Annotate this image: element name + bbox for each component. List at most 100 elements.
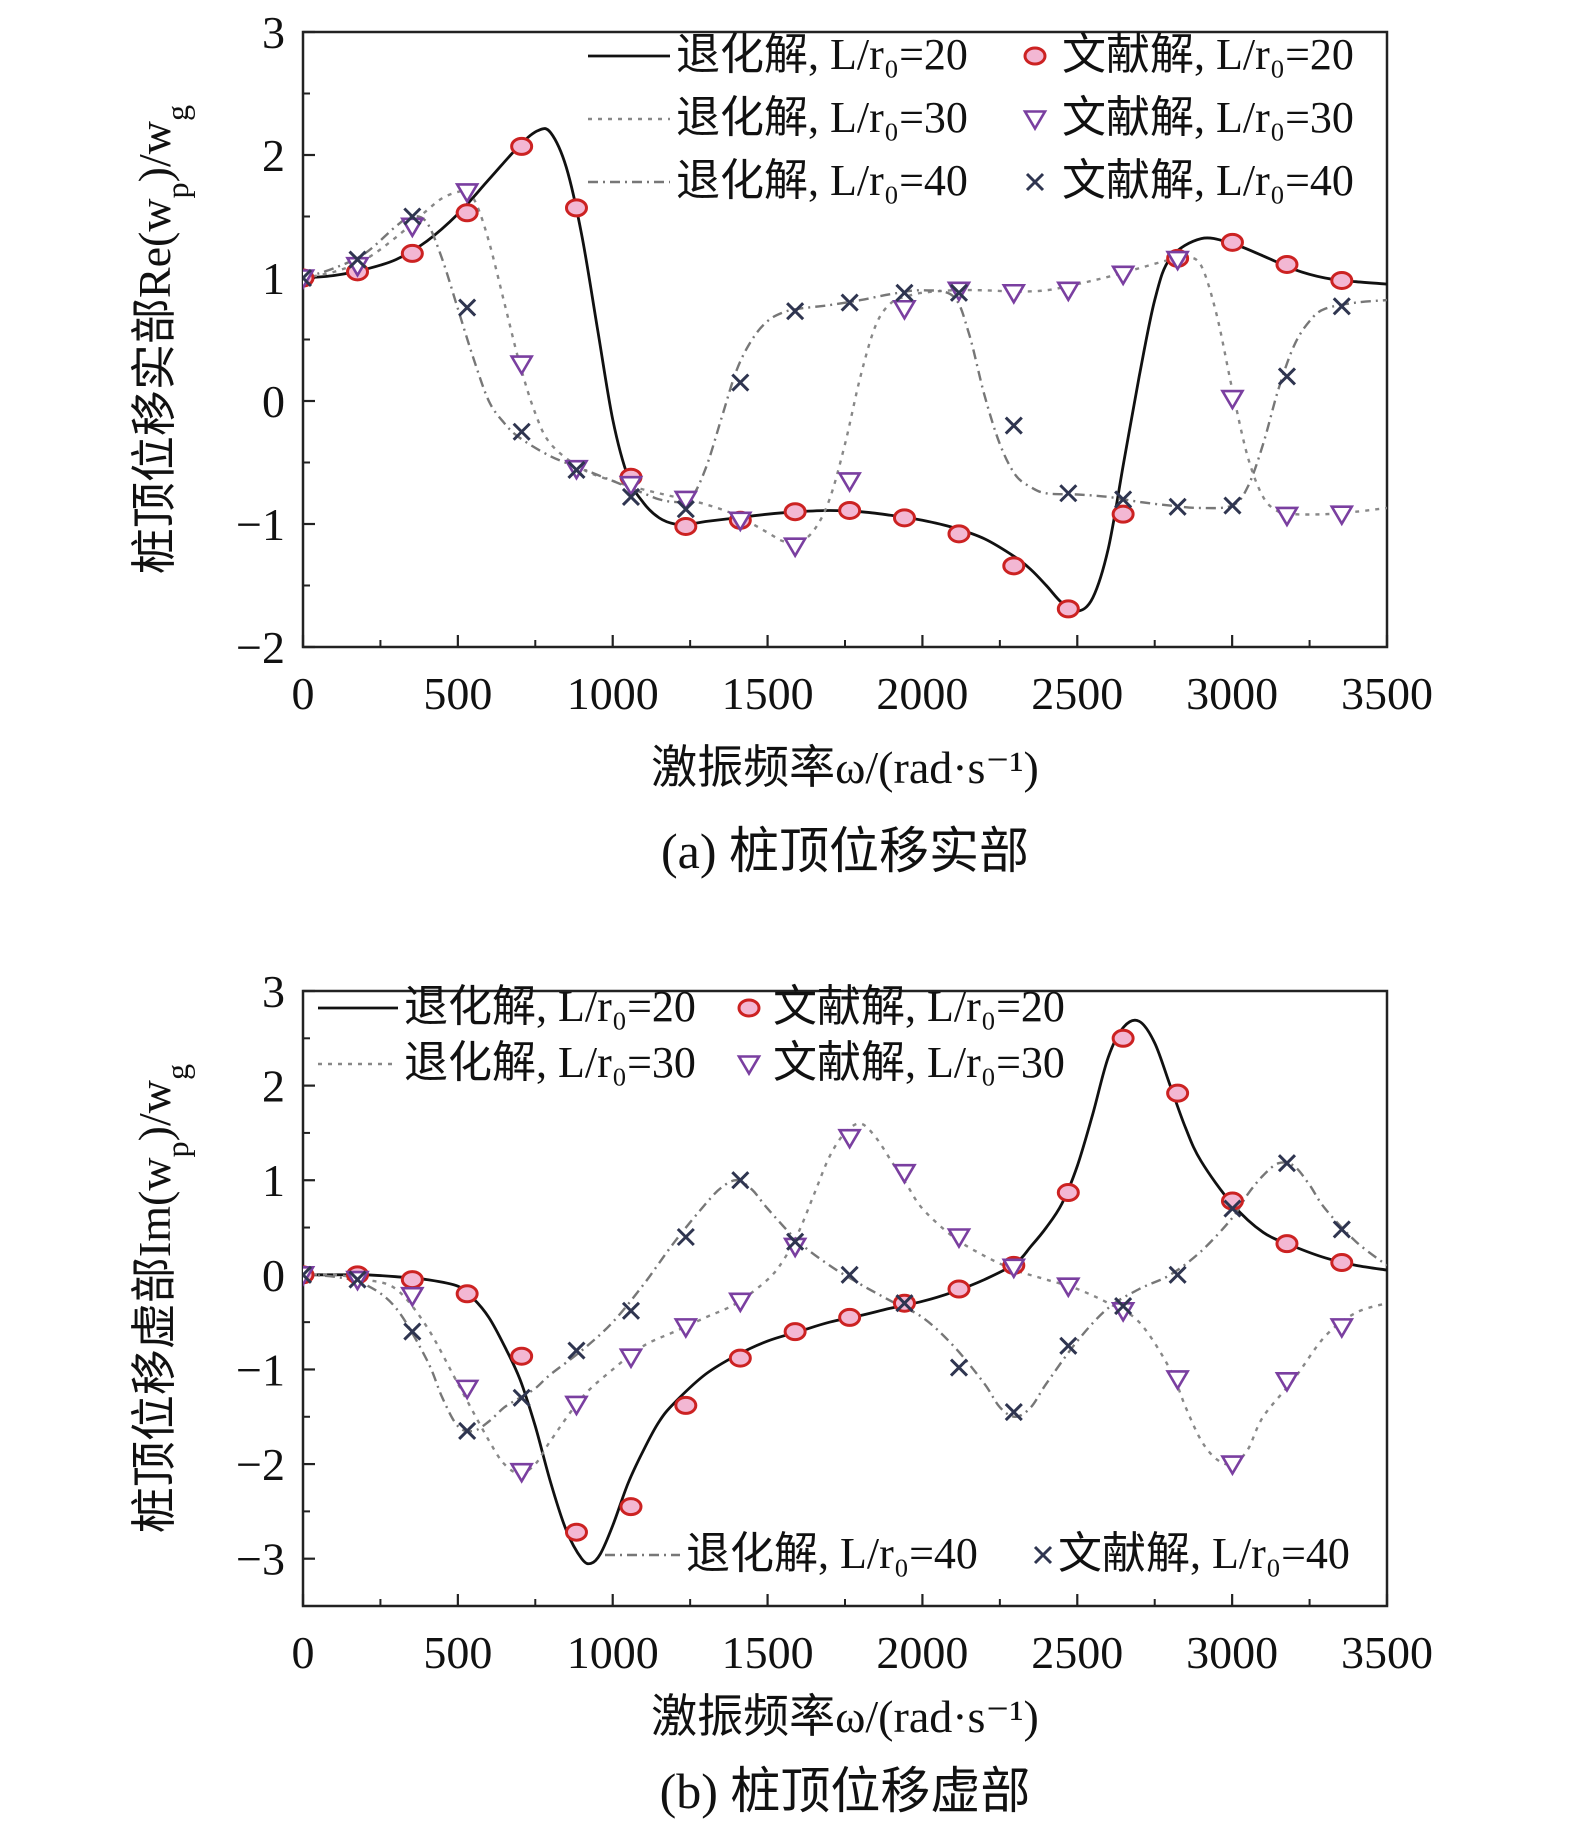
y-axis-title: 桩顶位移实部Re(wp)/wg — [129, 105, 195, 574]
data-point-marker-20 — [674, 516, 698, 536]
data-point-marker-40 — [303, 1265, 313, 1284]
data-point-marker-30 — [1329, 505, 1355, 527]
y-axis-title: 桩顶位移虚部Im(wp)/wg — [129, 1064, 195, 1533]
series-line-line-40 — [303, 215, 1387, 510]
data-point-marker-20 — [400, 1270, 424, 1290]
y-tick-label: −2 — [236, 1439, 285, 1490]
data-point-marker-30 — [618, 1348, 644, 1370]
legend-marker-marker-40 — [1025, 172, 1045, 192]
data-point-marker-30 — [1274, 1372, 1300, 1393]
chart-panel-b: 0 500 1000 1500 2000 2500 3000 3500 −3 −2 −1 0 1 2 3 桩顶… — [129, 966, 1433, 1819]
data-point-marker-40 — [676, 1227, 695, 1247]
data-point-marker-20 — [564, 198, 588, 218]
y-tick-label: −2 — [236, 622, 285, 673]
legend-label: 退化解, L/r₀=20 — [404, 982, 696, 1031]
legend-label: 文献解, L/r₀=30 — [773, 1038, 1065, 1087]
x-tick-label: 2500 — [1031, 668, 1123, 719]
data-point-marker-20 — [564, 1522, 588, 1542]
data-point-marker-20 — [838, 500, 862, 520]
data-point-marker-20 — [1220, 232, 1244, 252]
data-point-marker-40 — [1223, 1199, 1242, 1218]
data-point-marker-20 — [728, 1348, 752, 1368]
data-point-marker-30 — [1001, 1258, 1027, 1280]
data-point-marker-40 — [1168, 497, 1187, 516]
data-point-marker-20 — [1330, 1253, 1354, 1273]
x-tick-label: 2500 — [1031, 1627, 1123, 1678]
x-tick-label: 500 — [423, 1627, 492, 1678]
data-point-marker-20 — [1166, 1083, 1190, 1103]
legend-marker-marker-20 — [1023, 46, 1047, 66]
data-point-marker-40 — [303, 268, 313, 288]
data-point-marker-30 — [1329, 1318, 1355, 1339]
data-point-marker-40 — [731, 1171, 750, 1190]
data-point-marker-40 — [567, 1341, 586, 1360]
panel-caption: (a) 桩顶位移实部 — [661, 823, 1029, 879]
data-point-marker-40 — [840, 293, 859, 312]
y-tick-label: 3 — [262, 966, 285, 1017]
x-tick-label: 2000 — [876, 668, 968, 719]
data-point-marker-20 — [619, 1497, 643, 1517]
data-point-marker-20 — [455, 1284, 479, 1304]
data-point-marker-20 — [1330, 270, 1354, 290]
data-point-marker-40 — [786, 302, 805, 321]
data-point-marker-30 — [1220, 389, 1245, 411]
legend-label: 文献解, L/r₀=40 — [1058, 1529, 1350, 1578]
y-tick-label: 3 — [262, 7, 285, 58]
data-point-marker-40 — [1114, 490, 1133, 509]
x-tick-label: 2000 — [876, 1627, 968, 1678]
legend-label: 文献解, L/r₀=40 — [1062, 156, 1354, 205]
data-point-marker-30 — [509, 1462, 534, 1484]
legend-marker-marker-30 — [736, 1055, 762, 1077]
data-point-marker-30 — [454, 183, 480, 204]
data-point-marker-30 — [1110, 265, 1136, 287]
data-point-marker-20 — [1056, 599, 1080, 619]
legend-label: 文献解, L/r₀=20 — [1062, 30, 1354, 79]
data-point-marker-40 — [512, 422, 531, 441]
data-point-marker-40 — [895, 283, 914, 302]
data-point-marker-40 — [1277, 1154, 1297, 1173]
x-tick-label: 1000 — [567, 668, 659, 719]
y-tick-label: 2 — [262, 1061, 285, 1112]
series-group — [303, 127, 1387, 619]
data-point-marker-40 — [786, 1232, 805, 1251]
legend-marker-marker-40 — [1033, 1545, 1053, 1565]
y-tick-label: 2 — [262, 130, 285, 181]
series-line-line-40 — [303, 1161, 1387, 1433]
data-point-marker-40 — [512, 1388, 531, 1407]
data-point-marker-40 — [1059, 484, 1078, 503]
data-point-marker-20 — [892, 508, 916, 528]
x-axis-title: 激振频率ω/(rad·s⁻¹) — [651, 742, 1039, 793]
legend-label: 文献解, L/r₀=30 — [1062, 93, 1354, 142]
data-point-marker-30 — [1165, 1370, 1190, 1391]
data-point-marker-40 — [621, 487, 641, 507]
y-tick-label: −1 — [236, 499, 285, 550]
data-point-marker-40 — [676, 500, 695, 519]
data-point-marker-30 — [400, 1286, 425, 1308]
legend-label: 退化解, L/r₀=20 — [676, 30, 968, 79]
x-tick-label: 3500 — [1341, 1627, 1433, 1678]
x-tick-label: 3000 — [1186, 668, 1278, 719]
data-point-marker-40 — [348, 1270, 367, 1289]
data-point-marker-40 — [1223, 496, 1242, 515]
data-point-marker-40 — [567, 460, 586, 479]
data-point-marker-30 — [837, 472, 862, 494]
legend-label: 文献解, L/r₀=20 — [773, 982, 1065, 1031]
data-point-marker-40 — [458, 1421, 477, 1441]
data-point-marker-20 — [947, 1279, 971, 1299]
data-point-marker-30 — [673, 1318, 699, 1339]
x-tick-label: 3000 — [1186, 1627, 1278, 1678]
y-tick-label: 1 — [262, 253, 285, 304]
data-point-marker-30 — [1165, 250, 1190, 272]
data-point-marker-20 — [1275, 254, 1299, 274]
x-tick-label: 3500 — [1341, 668, 1433, 719]
data-point-marker-30 — [618, 475, 644, 497]
data-point-marker-20 — [1111, 504, 1135, 524]
data-point-marker-30 — [728, 511, 753, 533]
series-group — [303, 1018, 1387, 1566]
data-point-marker-20 — [783, 502, 807, 522]
data-point-marker-20 — [400, 243, 424, 263]
data-point-marker-40 — [840, 1265, 859, 1284]
legend: 退化解, L/r₀=20 文献解, L/r₀=20 退化解, L/r₀=30 文献解,… — [318, 982, 1350, 1578]
legend: 退化解, L/r₀=20 文献解, L/r₀=20 退化解, L/r₀=30 文献解,… — [588, 30, 1354, 205]
